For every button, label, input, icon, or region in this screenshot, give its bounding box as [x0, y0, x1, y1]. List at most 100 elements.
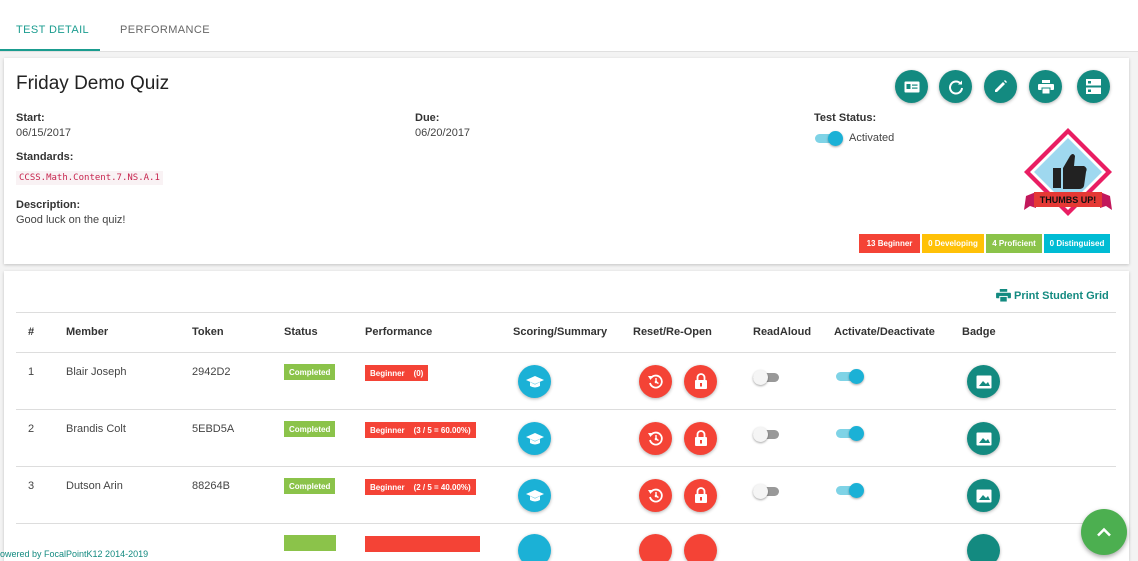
image-icon	[976, 489, 991, 502]
reset-icon	[648, 374, 663, 389]
divider	[16, 352, 1116, 353]
reopen-button[interactable]	[684, 422, 717, 455]
header-status: Status	[284, 326, 318, 338]
start-date: 06/15/2017	[16, 127, 72, 139]
scoring-summary-button[interactable]	[518, 422, 551, 455]
chevron-up-icon	[1097, 527, 1111, 537]
svg-text:THUMBS UP!: THUMBS UP!	[1040, 195, 1097, 205]
table-row: 2 Brandis Colt 5EBD5A Completed Beginner (3 …	[4, 410, 1129, 467]
level-beginner-badge: 13 Beginner	[859, 234, 920, 253]
activate-toggle[interactable]	[836, 483, 864, 498]
row-number: 3	[28, 480, 35, 492]
level-proficient-badge: 4 Proficient	[986, 234, 1042, 253]
tab-performance[interactable]: PERFORMANCE	[120, 24, 210, 36]
reset-button[interactable]	[639, 479, 672, 512]
lock-open-icon	[694, 430, 707, 446]
tab-test-detail[interactable]: TEST DETAIL	[16, 24, 90, 36]
header-badge: Badge	[962, 326, 996, 338]
reset-button[interactable]	[639, 365, 672, 398]
reset-button[interactable]	[639, 422, 672, 455]
edit-button[interactable]	[984, 70, 1017, 103]
readaloud-toggle[interactable]	[753, 370, 781, 385]
reopen-button-partial[interactable]	[684, 534, 717, 561]
id-card-button[interactable]	[895, 70, 928, 103]
token-value: 5EBD5A	[192, 423, 235, 435]
scoring-summary-button[interactable]	[518, 479, 551, 512]
reset-icon	[648, 431, 663, 446]
level-developing-badge: 0 Developing	[922, 234, 984, 253]
tab-bar: TEST DETAIL PERFORMANCE	[0, 0, 1138, 52]
status-badge-partial	[284, 535, 336, 551]
description-label: Description:	[16, 199, 81, 211]
graduation-cap-icon	[525, 432, 544, 444]
scroll-to-top-button[interactable]	[1081, 509, 1127, 555]
token-value: 2942D2	[192, 366, 231, 378]
member-name: Brandis Colt	[66, 423, 126, 435]
activate-toggle[interactable]	[836, 369, 864, 384]
header-scoring-summary: Scoring/Summary	[513, 326, 608, 338]
active-tab-indicator	[0, 49, 100, 51]
header-number: #	[28, 326, 35, 338]
divider	[16, 523, 1116, 524]
print-button[interactable]	[1029, 70, 1062, 103]
performance-badge-partial	[365, 536, 480, 552]
lock-open-icon	[694, 373, 707, 389]
header-activate-deactivate: Activate/Deactivate	[834, 326, 935, 338]
header-reset-reopen: Reset/Re-Open	[633, 326, 712, 338]
test-status-value: Activated	[849, 132, 895, 144]
standards-label: Standards:	[16, 151, 74, 163]
divider	[16, 312, 1116, 313]
activate-toggle[interactable]	[836, 426, 864, 441]
status-badge: Completed	[284, 478, 336, 494]
due-label: Due:	[415, 112, 440, 124]
refresh-button[interactable]	[939, 70, 972, 103]
badge-button-partial[interactable]	[967, 534, 1000, 561]
header-member: Member	[66, 326, 109, 338]
test-status-label: Test Status:	[814, 112, 877, 124]
standard-code: CCSS.Math.Content.7.NS.A.1	[16, 171, 163, 185]
thumbs-up-badge-icon: THUMBS UP!	[1024, 128, 1112, 216]
start-label: Start:	[16, 112, 45, 124]
row-number: 1	[28, 366, 35, 378]
status-badge: Completed	[284, 364, 336, 380]
print-icon	[996, 289, 1011, 302]
graduation-cap-icon	[525, 375, 544, 387]
reopen-button[interactable]	[684, 479, 717, 512]
scoring-summary-button-partial[interactable]	[518, 534, 551, 561]
dns-button[interactable]	[1077, 70, 1110, 103]
print-student-grid-label: Print Student Grid	[1014, 289, 1109, 302]
quiz-detail-card: Friday Demo Quiz Start: 06/15/2017 Stand…	[4, 58, 1129, 264]
reopen-button[interactable]	[684, 365, 717, 398]
dns-icon	[1086, 79, 1101, 94]
image-icon	[976, 432, 991, 445]
quiz-title: Friday Demo Quiz	[16, 73, 170, 94]
id-card-icon	[904, 81, 919, 92]
row-number: 2	[28, 423, 35, 435]
print-icon	[1037, 79, 1054, 94]
due-date: 06/20/2017	[415, 127, 471, 139]
description-text: Good luck on the quiz!	[16, 214, 126, 226]
reset-icon	[648, 488, 663, 503]
divider	[16, 466, 1116, 467]
edit-icon	[995, 80, 1007, 92]
level-distinguished-badge: 0 Distinguised	[1044, 234, 1110, 253]
graduation-cap-icon	[525, 489, 544, 501]
reset-button-partial[interactable]	[639, 534, 672, 561]
badge-button[interactable]	[967, 365, 1000, 398]
readaloud-toggle[interactable]	[753, 484, 781, 499]
performance-badge: Beginner (2 / 5 = 40.00%)	[365, 479, 476, 495]
lock-open-icon	[694, 487, 707, 503]
badge-button[interactable]	[967, 422, 1000, 455]
student-grid-card: Print Student Grid # Member Token Status…	[4, 271, 1129, 561]
print-student-grid-link[interactable]: Print Student Grid	[996, 289, 1109, 302]
refresh-icon	[948, 80, 963, 94]
member-name: Dutson Arin	[66, 480, 123, 492]
scoring-summary-button[interactable]	[518, 365, 551, 398]
table-row: 1 Blair Joseph 2942D2 Completed Beginner (0)	[4, 353, 1129, 410]
header-performance: Performance	[365, 326, 433, 338]
image-icon	[976, 375, 991, 388]
header-readaloud: ReadAloud	[753, 326, 812, 338]
readaloud-toggle[interactable]	[753, 427, 781, 442]
badge-button[interactable]	[967, 479, 1000, 512]
test-status-toggle[interactable]	[815, 131, 843, 146]
